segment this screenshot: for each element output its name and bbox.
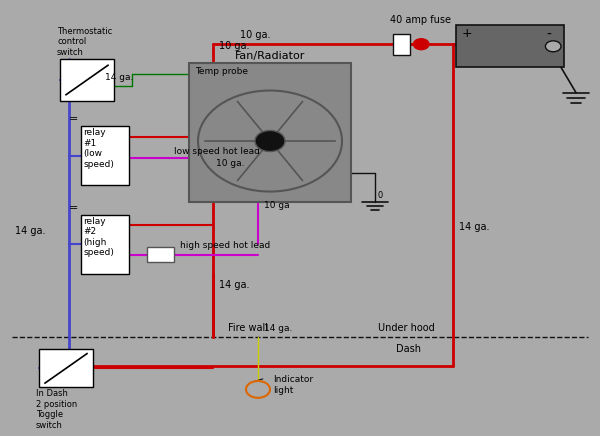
Text: Under hood: Under hood	[378, 323, 435, 333]
Circle shape	[545, 41, 561, 52]
Text: 10 ga.: 10 ga.	[216, 160, 245, 168]
Text: Indicator
light: Indicator light	[273, 375, 313, 395]
Text: high speed hot lead: high speed hot lead	[180, 242, 270, 251]
Text: Dash: Dash	[396, 344, 421, 354]
Text: =: =	[68, 203, 78, 213]
Text: 14 ga.: 14 ga.	[264, 324, 292, 333]
FancyBboxPatch shape	[81, 126, 129, 185]
FancyBboxPatch shape	[393, 34, 410, 55]
Text: +: +	[462, 27, 473, 41]
Text: Thermostatic
control
switch: Thermostatic control switch	[57, 27, 112, 57]
Text: low speed hot lead: low speed hot lead	[174, 147, 260, 156]
Circle shape	[246, 381, 270, 398]
FancyBboxPatch shape	[60, 59, 114, 101]
FancyBboxPatch shape	[147, 247, 174, 262]
FancyBboxPatch shape	[456, 25, 564, 67]
Text: Temp probe: Temp probe	[195, 67, 248, 76]
Text: 14 ga.: 14 ga.	[219, 280, 250, 290]
Circle shape	[255, 130, 285, 152]
FancyBboxPatch shape	[189, 63, 351, 202]
Text: relay
#1
(low
speed): relay #1 (low speed)	[83, 128, 114, 169]
Circle shape	[413, 39, 429, 50]
Text: 10 ga.: 10 ga.	[240, 30, 271, 40]
Text: relay
#2
(high
speed): relay #2 (high speed)	[83, 217, 114, 257]
Text: Fire wall: Fire wall	[228, 323, 268, 333]
Text: 0: 0	[378, 191, 383, 200]
Text: 14 ga.: 14 ga.	[105, 73, 133, 82]
FancyBboxPatch shape	[81, 215, 129, 274]
Text: 10 ga: 10 ga	[264, 201, 290, 211]
Text: 10 ga.: 10 ga.	[219, 41, 250, 51]
Text: In Dash
2 position
Toggle
switch: In Dash 2 position Toggle switch	[36, 389, 77, 429]
Text: -: -	[546, 27, 551, 41]
Text: 14 ga.: 14 ga.	[15, 226, 46, 236]
Text: 14 ga.: 14 ga.	[459, 221, 490, 232]
Text: =: =	[68, 114, 78, 124]
Text: 40 amp fuse: 40 amp fuse	[390, 15, 451, 25]
Text: Fan/Radiator: Fan/Radiator	[235, 51, 305, 61]
FancyBboxPatch shape	[39, 349, 93, 387]
